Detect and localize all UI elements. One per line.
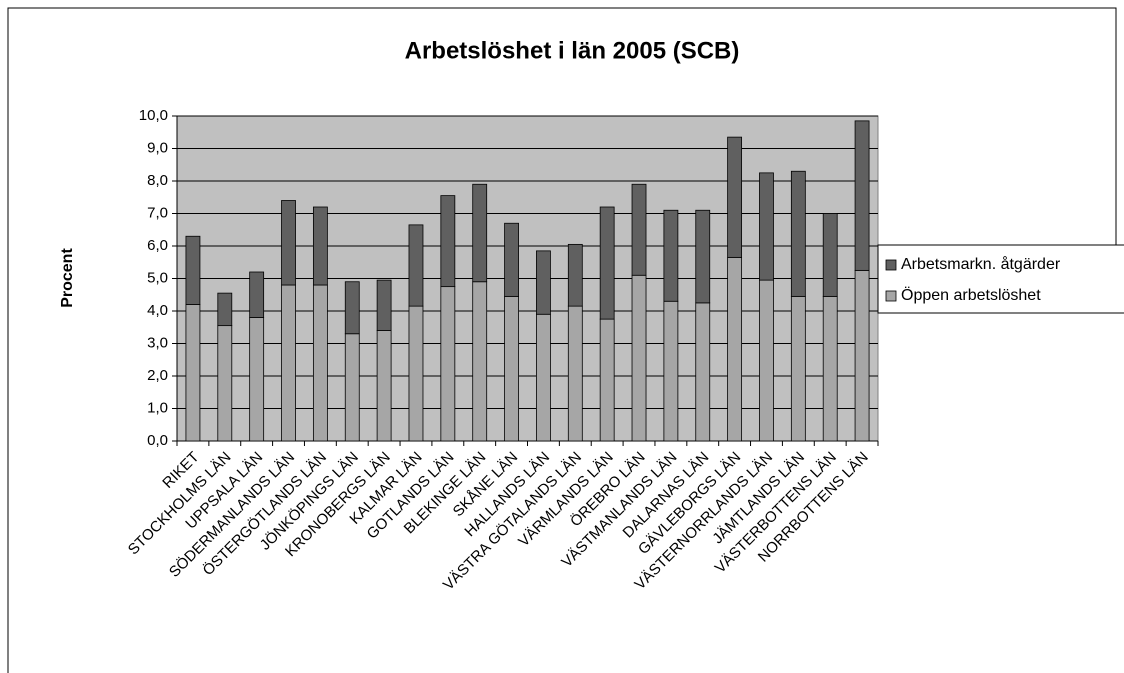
bar-segment [217,292,233,327]
y-tick-label: 5,0 [147,269,168,286]
bar-segment [727,136,743,258]
chart-border [7,7,1117,673]
bar-segment [281,200,296,286]
bar-segment [504,295,519,442]
bar-segment [759,172,774,281]
y-tick-label: 3,0 [147,334,168,351]
bar-segment [472,183,488,283]
bar-segment [790,295,806,442]
bar-segment [631,274,647,442]
bar-segment [185,304,201,442]
bar-segment [663,300,679,442]
bar-segment [312,284,328,442]
y-tick-label: 9,0 [147,139,168,156]
legend-swatch [885,259,897,271]
bar-segment [567,243,583,307]
bar-segment [822,295,838,442]
bar-segment [440,286,456,442]
bar-segment [312,206,328,286]
legend-label: Arbetsmarkn. åtgärder [901,255,1061,273]
y-tick-label: 10,0 [139,107,168,124]
bar-segment [249,317,265,442]
y-tick-label: 2,0 [147,367,168,384]
bar-segment [536,313,551,442]
bar-segment [217,325,233,442]
bar-segment [822,213,838,297]
bar-segment [408,224,424,307]
bar-segment [344,281,360,335]
y-tick-label: 1,0 [147,399,168,416]
bar-segment [440,195,456,288]
y-tick-label: 0,0 [147,432,168,449]
bar-segment [376,330,392,442]
bar-segment [376,279,392,331]
bar-segment [472,281,488,442]
y-axis-label: Procent [59,248,76,308]
legend-swatch [885,290,897,302]
bar-segment [599,318,615,442]
bar-segment [790,170,806,297]
bar-segment [727,256,743,442]
bar-segment [695,302,711,442]
bar-segment [759,279,774,442]
bar-segment [344,333,360,442]
bar-segment [504,222,519,297]
bar-segment [663,209,679,302]
bar-segment [854,269,870,442]
bar-segment [854,120,870,271]
bar-segment [185,235,201,305]
y-tick-label: 7,0 [147,204,168,221]
y-tick-label: 4,0 [147,302,168,319]
bar-segment [249,271,265,318]
y-tick-label: 6,0 [147,237,168,254]
bar-segment [567,305,583,442]
legend-box [877,244,1124,314]
chart-title: Arbetslöshet i län 2005 (SCB) [405,37,740,64]
legend-label: Öppen arbetslöshet [901,286,1041,304]
bar-segment [631,183,647,276]
bar-segment [599,206,615,320]
bar-segment [281,284,296,442]
bar-segment [536,250,551,315]
bar-segment [695,209,711,304]
y-tick-label: 8,0 [147,172,168,189]
bar-segment [408,305,424,442]
